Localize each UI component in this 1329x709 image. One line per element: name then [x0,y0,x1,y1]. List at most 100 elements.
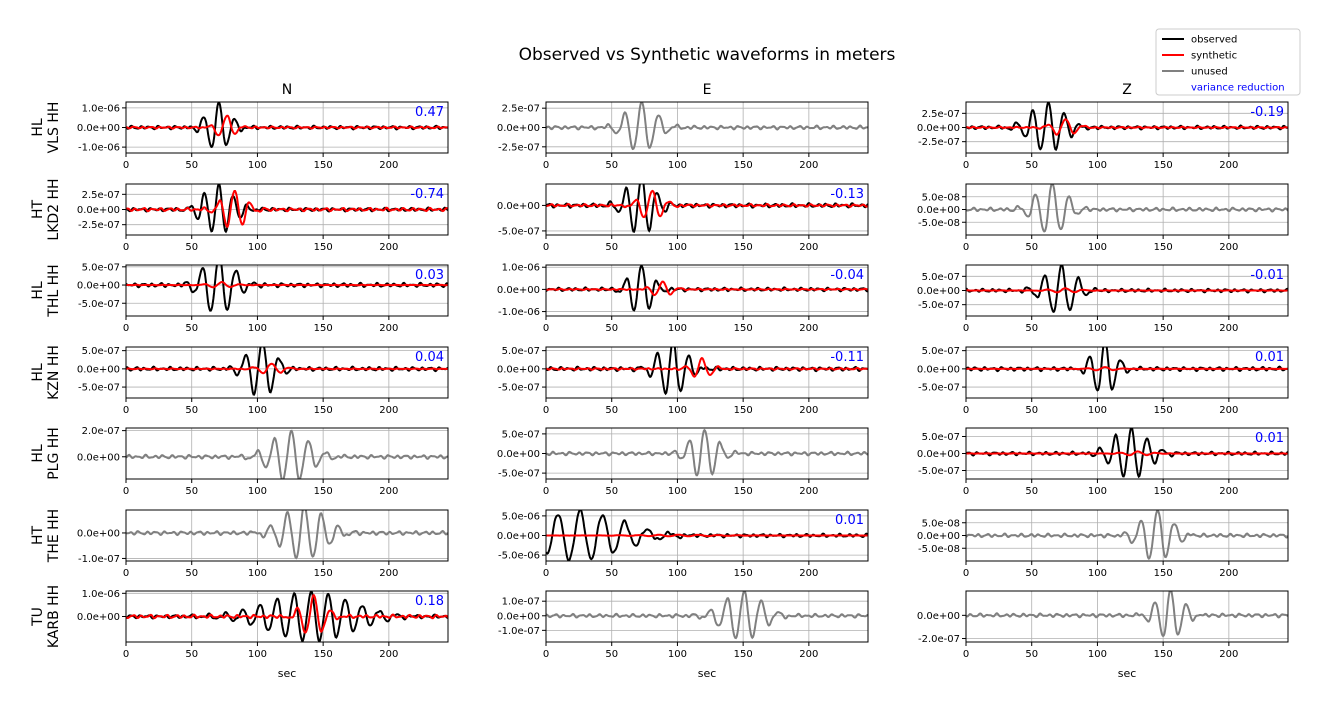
x-tick-label: 200 [799,405,818,416]
x-tick-label: 100 [1088,649,1107,660]
panel-the-hh-z: 0 50 100 150 200 5.0e-08 0.0e+00 -5.0e-08 [917,509,1289,579]
x-tick-label: 100 [668,242,687,253]
x-tick-label: 200 [379,649,398,660]
x-axis-label: sec [1118,667,1137,680]
legend-box [1155,28,1301,96]
x-tick-label: 200 [379,160,398,171]
unused-trace [546,102,868,151]
unused-trace [966,591,1288,638]
unused-trace [126,429,448,479]
variance-reduction-label: -0.19 [1250,105,1284,120]
y-tick-label: -2.5e-07 [498,142,540,153]
synthetic-trace [546,189,868,219]
variance-reduction-label: -0.01 [1250,268,1284,283]
panel-kzn-hh-e: 0 50 100 150 200 5.0e-07 0.0e+00 -5.0e-07 -0.11 [497,346,869,416]
x-tick-label: 150 [734,649,753,660]
x-tick-label: 0 [543,242,549,253]
panel-frame [125,427,449,480]
x-tick-label: 150 [314,323,333,334]
x-tick-label: 50 [605,486,618,497]
y-tick-label: 1.0e-06 [82,589,120,600]
panel-frame [125,346,449,399]
y-tick-label: 0.0e+00 [497,449,540,460]
legend-label-unused: unused [1191,67,1228,78]
x-tick-label: 100 [1088,486,1107,497]
variance-reduction-label: -0.13 [830,187,864,202]
x-tick-label: 150 [314,649,333,660]
row-label-station: VLS HH [46,102,62,154]
panel-karb-hh-z: 0 50 100 150 200 0.0e+00 -2.0e-07 [917,590,1289,660]
y-tick-label: -5.0e-07 [78,299,120,310]
observed-trace [126,102,448,149]
y-tick-label: 0.0e+00 [77,364,120,375]
y-tick-label: -5.0e-07 [78,383,120,394]
x-tick-label: 0 [543,649,549,660]
x-tick-label: 100 [668,160,687,171]
y-tick-label: 1.0e-07 [502,597,540,608]
panel-frame [545,346,869,399]
row-label-station: LKD2 HH [46,178,62,240]
x-tick-label: 50 [1025,568,1038,579]
observed-trace [966,428,1288,479]
y-tick-label: -5.0e-07 [918,466,960,477]
x-tick-label: 200 [799,649,818,660]
x-tick-label: 150 [1154,160,1173,171]
synthetic-trace [966,287,1288,294]
row-label-network: HL [30,363,46,382]
x-tick-label: 50 [1025,405,1038,416]
column-title-E: E [703,82,712,98]
y-tick-label: 5.0e-08 [922,518,960,529]
x-tick-label: 100 [248,486,267,497]
variance-reduction-label: -0.04 [830,268,864,283]
x-tick-label: 100 [248,568,267,579]
synthetic-trace [126,594,448,634]
y-tick-label: 0.0e+00 [497,364,540,375]
panel-vls-hh-z: 0 50 100 150 200 2.5e-07 0.0e+00 -2.5e-07 -0.19 [917,101,1289,171]
y-tick-label: -5.0e-07 [498,383,540,394]
x-tick-label: 150 [1154,405,1173,416]
y-tick-label: 0.0e+00 [77,452,120,463]
panel-thl-hh-n: 0 50 100 150 200 5.0e-07 0.0e+00 -5.0e-07 0.03 [77,262,449,334]
row-label-network: HL [30,444,46,463]
synthetic-trace [546,533,868,538]
y-tick-label: 0.0e+00 [77,281,120,292]
variance-reduction-label: 0.47 [415,105,444,120]
y-tick-label: -5.0e-07 [498,226,540,237]
y-tick-label: -5.0e-08 [918,544,960,555]
y-tick-label: -5.0e-07 [918,383,960,394]
x-tick-label: 100 [248,160,267,171]
y-tick-label: -5.0e-06 [498,551,540,562]
x-tick-label: 50 [1025,486,1038,497]
x-tick-label: 150 [734,242,753,253]
x-axis-label: sec [698,667,717,680]
variance-reduction-label: -0.11 [830,350,864,365]
x-tick-label: 0 [963,405,969,416]
x-tick-label: 0 [963,568,969,579]
x-tick-label: 0 [123,242,129,253]
observed-trace [966,102,1288,151]
x-tick-label: 150 [1154,323,1173,334]
x-tick-label: 200 [799,486,818,497]
x-tick-label: 200 [799,323,818,334]
synthetic-trace [126,280,448,289]
x-tick-label: 0 [123,649,129,660]
x-tick-label: 50 [185,486,198,497]
x-tick-label: 100 [1088,242,1107,253]
y-tick-label: -1.0e-06 [78,143,120,154]
panel-lkd2-hh-z: 0 50 100 150 200 5.0e-08 0.0e+00 -5.0e-08 [917,183,1289,253]
y-tick-label: 2.0e-07 [82,426,120,437]
x-tick-label: 150 [314,568,333,579]
y-tick-label: 0.0e+00 [77,123,120,134]
x-tick-label: 50 [605,323,618,334]
synthetic-trace [126,190,448,229]
x-tick-label: 0 [543,568,549,579]
synthetic-trace [546,356,868,378]
y-tick-label: -2.5e-07 [918,137,960,148]
x-tick-label: 50 [605,405,618,416]
row-label-station: KARB HH [46,585,62,648]
unused-trace [966,184,1288,233]
panel-the-hh-e: 0 50 100 150 200 5.0e-06 0.0e+00 -5.0e-06 0.01 [497,509,869,579]
legend-label-synthetic: synthetic [1191,51,1237,62]
x-tick-label: 200 [379,242,398,253]
y-tick-label: 0.0e+00 [917,531,960,542]
